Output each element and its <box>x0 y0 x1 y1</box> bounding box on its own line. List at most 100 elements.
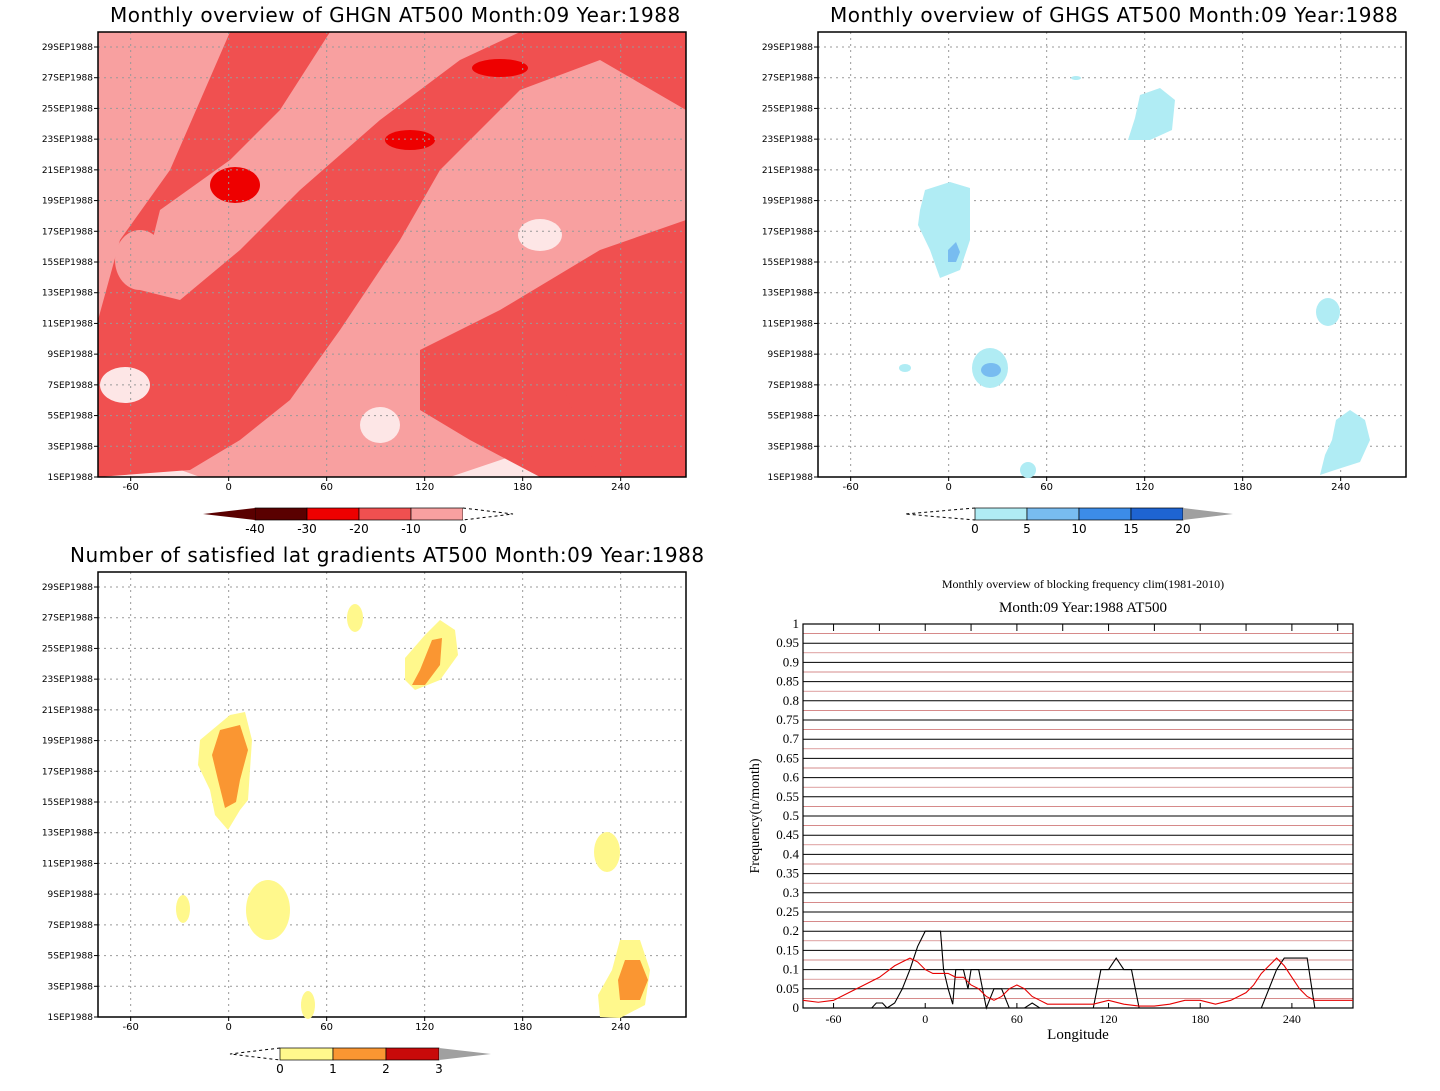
lat-xtick-label: -60 <box>122 1022 138 1033</box>
lat-ytick-label: 15SEP1988 <box>42 798 93 808</box>
ghgn-cbar-label: -40 <box>245 522 265 536</box>
freq-ytick-label: 0.75 <box>776 712 799 727</box>
freq-ytick-label: 0.7 <box>783 731 800 746</box>
ghgs-cbar-label: 5 <box>1023 522 1031 536</box>
lat-ytick-label: 7SEP1988 <box>48 921 94 931</box>
freq-ytick-label: 0.45 <box>776 827 799 842</box>
ghgn-cbar-box <box>254 507 308 521</box>
ghgs-xtick-label: 0 <box>945 482 951 493</box>
ghgn-region-medium <box>98 32 686 477</box>
ghgn-cbar-label: -20 <box>349 522 369 536</box>
ghgs-cbar-box <box>1026 507 1080 521</box>
lat-ytick-label: 11SEP1988 <box>42 859 93 869</box>
ghgs-region-mid <box>948 242 960 262</box>
ghgs-ytick-label: 13SEP1988 <box>762 289 813 299</box>
freq-ylabel: Frequency(n/month) <box>748 758 763 873</box>
lat-ytick-label: 1SEP1988 <box>48 1013 94 1023</box>
ghgn-region-dark <box>210 167 260 203</box>
ghgs-region-low <box>1128 88 1175 140</box>
freq-ytick-label: 1 <box>793 616 800 631</box>
ghgn-xtick-label: 60 <box>320 482 333 493</box>
ghgs-ytick-label: 21SEP1988 <box>762 166 813 176</box>
ghgs-xtick-label: 240 <box>1331 482 1350 493</box>
lat-ytick-label: 9SEP1988 <box>48 890 94 900</box>
lat-xtick-label: 120 <box>415 1022 434 1033</box>
lat-region-2 <box>618 960 648 1000</box>
ghgs-cbar-label: 0 <box>971 522 979 536</box>
ghgs-cbar-box <box>1078 507 1132 521</box>
ghgs-cbar-label: 15 <box>1123 522 1138 536</box>
ghgn-region-positive <box>360 407 400 443</box>
lat-cbar-label: 0 <box>276 1062 284 1076</box>
ghgs-ytick-label: 5SEP1988 <box>768 412 814 422</box>
freq-xtick-label: 60 <box>1011 1012 1023 1026</box>
ghgn-cbar-label: 0 <box>459 522 467 536</box>
freq-series-line-1 <box>802 957 1353 1007</box>
ghgs-cbar-label: 10 <box>1071 522 1086 536</box>
freq-xtick-label: 180 <box>1191 1012 1209 1026</box>
ghgn-xtick-label: 240 <box>611 482 630 493</box>
ghgn-cbar-label: -30 <box>297 522 317 536</box>
lat-cbar-label: 1 <box>329 1062 337 1076</box>
ghgs-region-low <box>1071 76 1081 80</box>
lat-cbar-open-left <box>229 1047 281 1061</box>
ghgn-cbar-label: -10 <box>401 522 421 536</box>
ghgs-xtick-label: -60 <box>842 482 858 493</box>
lat-cbar-end <box>439 1048 491 1060</box>
ghgn-ytick-label: 13SEP1988 <box>42 289 93 299</box>
ghgs-region-mid <box>981 363 1001 377</box>
ghgs-region-low <box>899 364 911 372</box>
lat-cbar-box <box>279 1047 334 1061</box>
ghgs-cbar-box <box>1130 507 1184 521</box>
ghgs-ytick-label: 15SEP1988 <box>762 258 813 268</box>
ghgs-xtick-label: 180 <box>1233 482 1252 493</box>
freq-ytick-label: 0.3 <box>783 885 799 900</box>
lat-cbar-box <box>385 1047 440 1061</box>
ghgn-cbar-box <box>410 507 464 521</box>
freq-ytick-label: 0.05 <box>776 981 799 996</box>
ghgn-cbar-box <box>306 507 360 521</box>
ghgs-ytick-label: 7SEP1988 <box>768 381 814 391</box>
freq-ytick-label: 0.25 <box>776 904 799 919</box>
plot-ghgs: -60 0 60 120 180 240 1SEP1988 3SEP1988 5SEP1988 7… <box>762 31 1407 536</box>
lat-region-1 <box>347 604 363 632</box>
ghgn-xtick-label: 180 <box>513 482 532 493</box>
ghgn-region-light <box>580 122 636 158</box>
ghgn-region-dark <box>385 130 435 150</box>
ghgn-ytick-label: 25SEP1988 <box>42 104 93 114</box>
ghgn-region-light <box>260 418 320 462</box>
lat-region-2 <box>412 638 442 685</box>
freq-ytick-label: 0.4 <box>783 846 800 861</box>
lat-region-1 <box>176 895 190 923</box>
ghgn-ytick-label: 9SEP1988 <box>48 350 94 360</box>
ghgn-ytick-label: 5SEP1988 <box>48 412 94 422</box>
lat-ytick-label: 17SEP1988 <box>42 767 93 777</box>
freq-ytick-label: 0.65 <box>776 750 799 765</box>
ghgs-region-low <box>1320 410 1370 475</box>
ghgn-ytick-label: 21SEP1988 <box>42 166 93 176</box>
freq-ytick-label: 0.5 <box>783 808 799 823</box>
ghgn-region-positive <box>100 367 150 403</box>
ghgs-region-low <box>1316 298 1340 326</box>
ghgs-ytick-label: 17SEP1988 <box>762 227 813 237</box>
freq-ytick-label: 0.8 <box>783 693 799 708</box>
freq-title: Monthly overview of blocking frequency c… <box>942 577 1224 591</box>
freq-xtick-label: 120 <box>1100 1012 1118 1026</box>
ghgs-ytick-label: 19SEP1988 <box>762 197 813 207</box>
ghgn-frame <box>97 31 687 478</box>
lat-region-1 <box>594 832 620 872</box>
freq-xtick-label: -60 <box>826 1012 842 1026</box>
plot-ghgn: -60 0 60 120 180 240 1SEP1988 3SEP1988 5SEP1988 7… <box>42 31 687 536</box>
ghgn-xtick-label: 120 <box>415 482 434 493</box>
ghgs-region-low <box>1020 462 1036 478</box>
ghgs-cbar-label: 20 <box>1175 522 1190 536</box>
lat-frame <box>97 571 687 1018</box>
lat-ytick-label: 3SEP1988 <box>48 982 94 992</box>
lat-ytick-label: 21SEP1988 <box>42 706 93 716</box>
ghgn-region-positive <box>518 219 562 251</box>
ghgs-ytick-label: 27SEP1988 <box>762 74 813 84</box>
chart-ghgn: Monthly overview of GHGN AT500 Month:09 … <box>0 0 720 545</box>
freq-ytick-label: 0 <box>793 1000 800 1015</box>
freq-ytick-label: 0.2 <box>783 923 799 938</box>
lat-region-2 <box>212 725 248 808</box>
